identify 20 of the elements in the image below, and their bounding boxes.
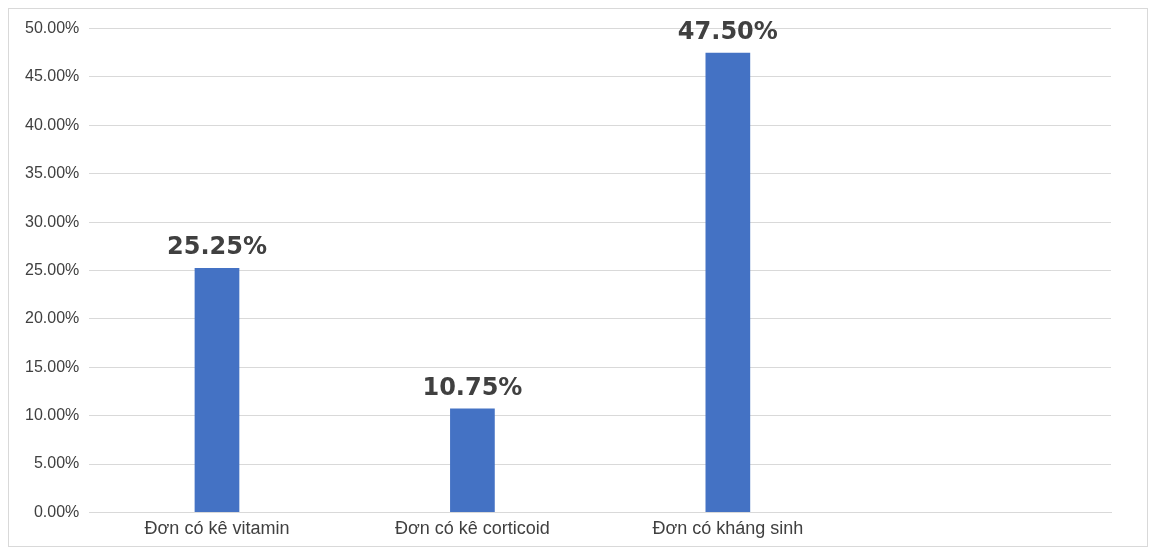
y-tick-label: 20.00% bbox=[25, 309, 80, 327]
y-tick-label: 45.00% bbox=[25, 67, 80, 85]
y-tick-label: 50.00% bbox=[25, 19, 80, 37]
y-tick-label: 15.00% bbox=[25, 357, 80, 375]
y-tick-label: 35.00% bbox=[25, 164, 80, 182]
data-label: 47.50% bbox=[677, 17, 778, 46]
x-tick-label: Đơn có kê corticoid bbox=[394, 518, 550, 539]
bar bbox=[450, 408, 495, 512]
y-tick-label: 10.00% bbox=[25, 406, 80, 424]
y-tick-label: 25.00% bbox=[25, 260, 80, 278]
y-tick-label: 0.00% bbox=[33, 502, 80, 520]
bar bbox=[705, 52, 751, 512]
x-tick-label: Đơn có kê vitamin bbox=[144, 518, 290, 539]
y-tick-label: 30.00% bbox=[25, 212, 80, 230]
data-label: 10.75% bbox=[422, 372, 523, 401]
bar bbox=[194, 268, 240, 512]
y-tick-label: 40.00% bbox=[25, 115, 80, 133]
data-label: 25.25% bbox=[167, 232, 267, 261]
y-tick-label: 5.00% bbox=[33, 454, 80, 472]
x-tick-label: Đơn có kháng sinh bbox=[652, 518, 804, 539]
